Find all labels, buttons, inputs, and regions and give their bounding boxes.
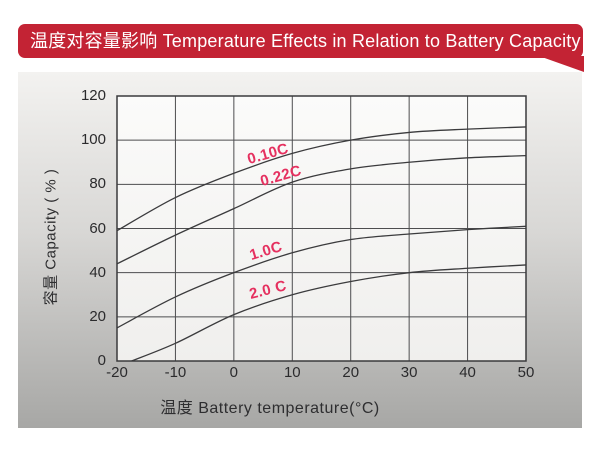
y-tick-label: 60 <box>89 219 106 237</box>
gridlines <box>117 96 526 361</box>
x-tick-label: 20 <box>342 364 360 381</box>
x-tick-label: -20 <box>106 364 128 381</box>
plot-frame <box>116 95 527 362</box>
banner-title: 温度对容量影响 Temperature Effects in Relation … <box>30 31 581 51</box>
x-tick-label: 30 <box>400 364 418 381</box>
curve-2.0c <box>131 264 526 361</box>
x-axis-title: 温度 Battery temperature(°C) <box>160 400 380 417</box>
y-axis-title: 容量 Capacity ( % ) <box>42 168 60 306</box>
curve-0.10c <box>117 126 526 232</box>
title-banner: 温度对容量影响 Temperature Effects in Relation … <box>18 24 583 58</box>
y-tick-label: 20 <box>89 307 106 325</box>
series-curves <box>117 126 526 361</box>
x-tick-label: 50 <box>517 364 535 381</box>
y-tick-label: 120 <box>80 87 106 104</box>
curve-1.0c <box>117 225 526 329</box>
y-tick-label: 0 <box>97 352 106 369</box>
banner-tail-pointer <box>539 56 584 72</box>
x-tick-label: 0 <box>229 364 239 381</box>
x-tick-label: -10 <box>164 364 187 381</box>
capacity-chart <box>116 95 527 362</box>
y-tick-label: 80 <box>89 175 106 193</box>
curve-0.22c <box>117 154 526 265</box>
y-tick-label: 100 <box>80 131 106 149</box>
x-tick-label: 10 <box>283 364 301 381</box>
y-tick-label: 40 <box>89 263 106 281</box>
x-tick-label: 40 <box>459 364 476 381</box>
